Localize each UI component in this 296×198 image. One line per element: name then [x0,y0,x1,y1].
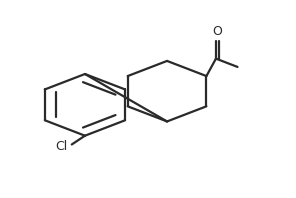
Text: O: O [213,25,222,38]
Text: Cl: Cl [55,140,67,153]
